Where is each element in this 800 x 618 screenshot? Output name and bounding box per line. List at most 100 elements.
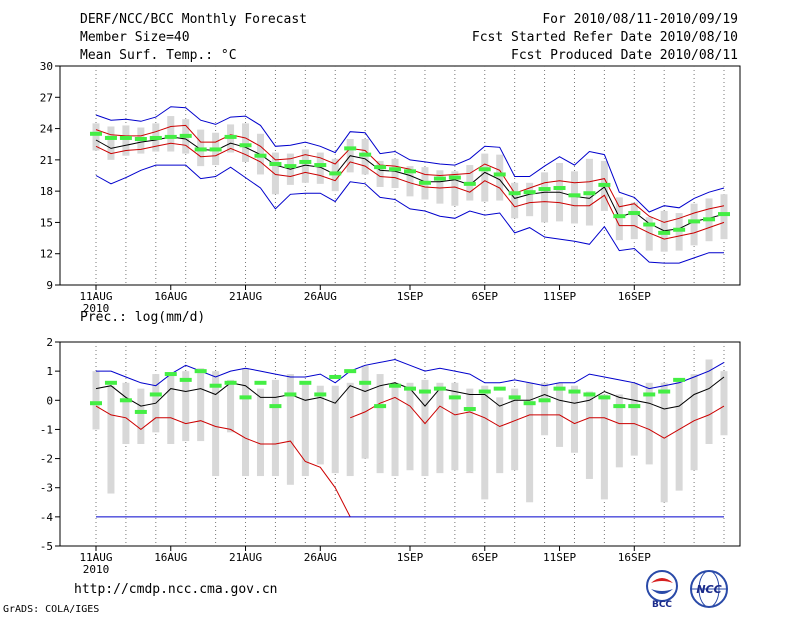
y-tick-label: 1	[46, 365, 53, 378]
lower-second-line	[350, 396, 725, 439]
box-bar	[406, 382, 414, 471]
upper-line	[95, 124, 725, 223]
median-marker	[254, 380, 267, 385]
x-tick-label: 11SEP	[543, 551, 576, 564]
box-bar	[720, 371, 728, 436]
median-marker	[119, 398, 132, 403]
variable-label: Mean Surf. Temp.: °C	[80, 48, 237, 63]
x-tick-label: 6SEP	[472, 551, 499, 564]
forecast-period-label: For 2010/08/11-2010/09/19	[542, 12, 738, 27]
median-marker	[164, 134, 177, 139]
median-marker	[90, 131, 102, 136]
median-marker	[179, 377, 192, 382]
box-bar	[212, 371, 220, 477]
y-tick-label: -5	[40, 540, 53, 553]
y-tick-label: -2	[40, 453, 53, 466]
box-bar	[466, 388, 474, 474]
median-marker	[628, 211, 641, 216]
median-marker	[538, 398, 551, 403]
median-marker	[478, 389, 491, 394]
median-marker	[688, 219, 701, 224]
box-bar	[511, 182, 519, 219]
box-bar	[167, 116, 175, 152]
median-marker	[418, 180, 431, 185]
median-marker	[374, 165, 387, 170]
median-marker	[658, 389, 671, 394]
box-bar	[242, 123, 250, 162]
grads-credit: GrADS: COLA/IGES	[3, 604, 100, 615]
median-marker	[194, 147, 207, 152]
median-marker	[284, 164, 297, 169]
median-marker	[374, 404, 387, 409]
box-bar	[481, 385, 489, 500]
box-bar	[615, 197, 623, 241]
box-bar	[421, 379, 429, 477]
median-marker	[658, 230, 671, 235]
median-marker	[673, 377, 686, 382]
x-tick-label: 16SEP	[618, 551, 651, 564]
x-year-label: 2010	[83, 302, 110, 315]
median-marker	[643, 392, 656, 397]
box-bar	[496, 397, 504, 474]
box-bar	[585, 391, 593, 479]
x-tick-label: 16AUG	[154, 290, 187, 303]
y-tick-label: 15	[40, 216, 53, 229]
box-bar	[316, 152, 324, 184]
box-bar	[496, 154, 504, 201]
median-marker	[359, 380, 372, 385]
x-tick-label: 11SEP	[543, 290, 576, 303]
median-marker	[149, 392, 162, 397]
median-marker	[134, 137, 147, 141]
y-tick-label: 18	[40, 185, 53, 198]
median-marker	[104, 135, 117, 140]
median-marker	[433, 176, 446, 181]
box-bar	[541, 172, 549, 223]
box-bar	[92, 123, 100, 151]
y-tick-label: 2	[46, 336, 53, 349]
x-tick-label: 11AUG	[79, 290, 112, 303]
median-marker	[284, 392, 297, 397]
median-marker	[448, 395, 461, 400]
median-marker	[299, 380, 312, 385]
median-marker	[523, 190, 536, 195]
x-tick-label: 1SEP	[397, 551, 424, 564]
median-marker	[269, 162, 282, 167]
box-bar	[376, 160, 384, 187]
box-bar	[107, 385, 115, 494]
x-tick-label: 21AUG	[229, 290, 262, 303]
median-marker	[613, 404, 626, 409]
median-marker	[209, 383, 222, 388]
box-bar	[391, 382, 399, 477]
median-marker	[224, 380, 237, 385]
median-marker	[523, 401, 536, 406]
box-bar	[271, 379, 279, 477]
median-marker	[463, 181, 476, 186]
box-bar	[391, 158, 399, 189]
footer-url[interactable]: http://cmdp.ncc.cma.gov.cn	[74, 582, 278, 597]
median-marker	[299, 159, 312, 164]
box-bar	[570, 385, 578, 453]
box-bar	[630, 202, 638, 240]
y-tick-label: 9	[46, 279, 53, 292]
box-bar	[645, 217, 653, 251]
box-bar	[690, 374, 698, 471]
box-bar	[630, 382, 638, 456]
y-tick-label: 0	[46, 394, 53, 407]
bcc-logo-text: BCC	[652, 600, 672, 609]
y-tick-label: -1	[40, 423, 53, 436]
median-marker	[254, 153, 267, 158]
chart-title: DERF/NCC/BCC Monthly Forecast	[80, 12, 307, 27]
ncc-logo: NCC	[690, 570, 728, 608]
median-marker	[718, 212, 730, 217]
median-marker	[493, 172, 506, 177]
median-marker	[404, 386, 416, 391]
box-bar	[570, 171, 578, 224]
median-marker	[463, 407, 476, 412]
box-bar	[511, 388, 519, 471]
x-tick-label: 1SEP	[397, 290, 424, 303]
median-marker	[344, 146, 357, 151]
lower-line	[95, 142, 725, 240]
median-marker	[643, 222, 656, 227]
precipitation-panel: -5 -4 -3 -2 -1 0 1 2 11AUG 16AUG 21AUG 26AUG 1SEP 6SE…	[40, 310, 741, 576]
